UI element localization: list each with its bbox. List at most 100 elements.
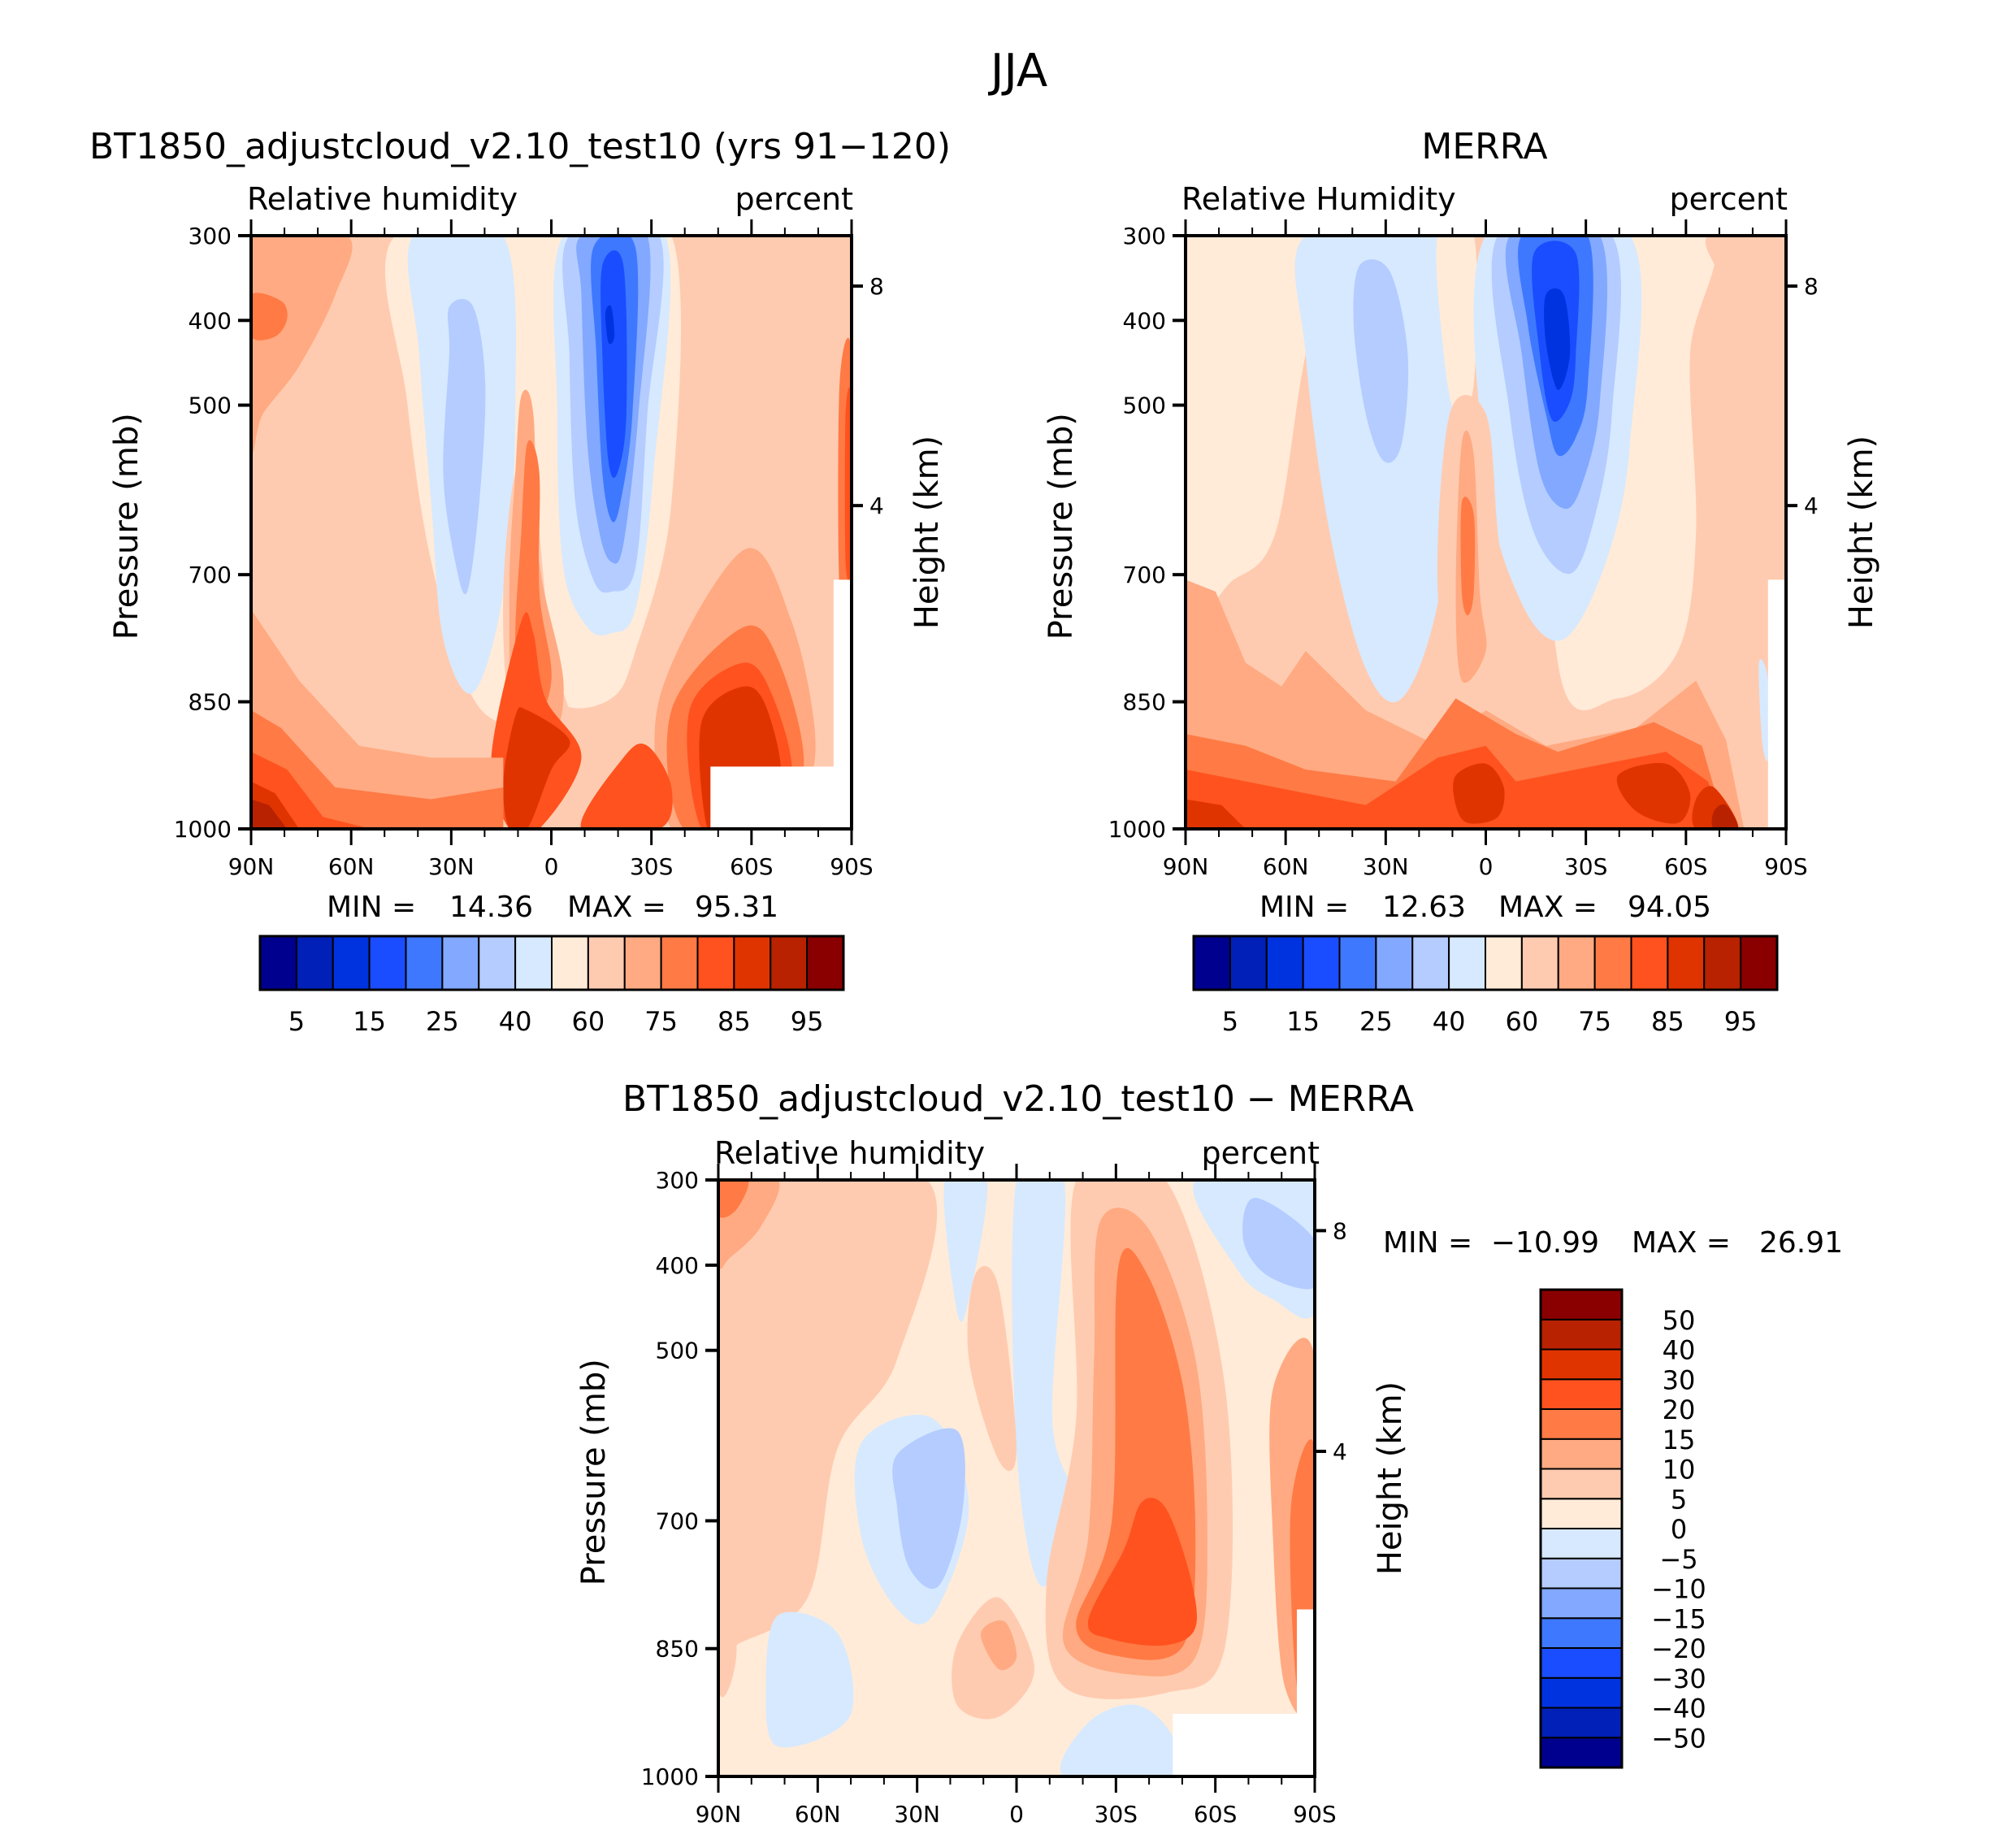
colorbar-frame xyxy=(1539,1288,1624,1769)
contour-region xyxy=(1544,288,1571,390)
colorbar-box xyxy=(1193,935,1231,991)
colorbar-box xyxy=(1540,1408,1623,1440)
contour-region xyxy=(605,305,615,345)
units-label: percent xyxy=(1669,181,1788,217)
contour-region xyxy=(892,1428,965,1590)
colorbar-box xyxy=(1540,1587,1623,1620)
colorbar-label: 60 xyxy=(1506,1006,1539,1037)
colorbar-label: 5 xyxy=(1671,1484,1687,1515)
colorbar-box xyxy=(1667,935,1706,991)
colorbar-label: 85 xyxy=(1651,1006,1684,1037)
panel-title: BT1850_adjustcloud_v2.10_test10 − MERRA xyxy=(622,1078,1414,1120)
colorbar-box xyxy=(1703,935,1742,991)
x-tick-label: 0 xyxy=(544,853,559,880)
height-tick-label: 4 xyxy=(1333,1438,1347,1465)
panel-model: BT1850_adjustcloud_v2.10_test10 (yrs 91−… xyxy=(89,126,951,1037)
min-label: MIN = xyxy=(1383,1226,1472,1260)
height-tick-label: 4 xyxy=(1804,492,1819,519)
height-tick-label: 4 xyxy=(869,492,884,519)
contour-region xyxy=(718,1484,737,1698)
colorbar-box xyxy=(1411,935,1450,991)
missing-data-region xyxy=(833,579,852,770)
colorbar-box xyxy=(1540,1468,1623,1500)
y-tick-label: 1000 xyxy=(641,1763,699,1790)
contour-region xyxy=(1711,804,1739,829)
contour-region xyxy=(943,1180,987,1322)
colorbar-label: 30 xyxy=(1663,1364,1696,1395)
contour-region xyxy=(251,799,288,829)
x-tick-label: 0 xyxy=(1009,1801,1024,1826)
contour-region xyxy=(718,1180,938,1691)
colorbar-box xyxy=(1540,1707,1623,1739)
max-value: 95.31 xyxy=(695,891,778,924)
x-tick-label: 90N xyxy=(228,853,275,880)
colorbar-box xyxy=(1520,935,1559,991)
variable-label: Relative humidity xyxy=(714,1135,985,1171)
x-tick-label: 90N xyxy=(1163,853,1209,880)
contour-region xyxy=(251,236,852,829)
min-label: MIN = xyxy=(1259,891,1349,924)
x-tick-label: 30N xyxy=(1363,853,1409,880)
x-tick-label: 60N xyxy=(1263,853,1309,880)
colorbar-label: 20 xyxy=(1663,1394,1696,1425)
colorbar-box xyxy=(660,935,699,991)
height-tick-label: 8 xyxy=(1333,1217,1347,1244)
x-tick-label: 60S xyxy=(1194,1801,1237,1826)
contour-region xyxy=(718,1180,749,1218)
colorbar-box xyxy=(1593,935,1632,991)
contour-region xyxy=(1012,1180,1077,1587)
y-tick-label: 400 xyxy=(189,307,232,334)
colorbar-label: −5 xyxy=(1659,1544,1697,1575)
colorbar-label: 25 xyxy=(1359,1006,1393,1037)
panel-title: BT1850_adjustcloud_v2.10_test10 (yrs 91−… xyxy=(89,126,951,167)
y-tick-label: 1000 xyxy=(1108,816,1166,843)
contour-region xyxy=(251,710,504,829)
y-tick-label: 300 xyxy=(1123,223,1166,249)
colorbar-box xyxy=(1740,935,1778,991)
contour-region xyxy=(1294,236,1462,703)
colorbar-label: 50 xyxy=(1663,1305,1696,1336)
colorbar-label: 40 xyxy=(1663,1335,1696,1366)
height-tick-label: 8 xyxy=(869,273,884,300)
contour-region xyxy=(580,744,673,829)
min-label: MIN = xyxy=(327,891,416,924)
colorbar-box xyxy=(1540,1737,1623,1768)
figure-title: JJA xyxy=(988,45,1047,98)
contour-region xyxy=(967,1265,1017,1472)
colorbar-box xyxy=(1540,1498,1623,1529)
colorbar-box xyxy=(1229,935,1268,991)
colorbar-box xyxy=(1302,935,1341,991)
max-value: 94.05 xyxy=(1628,891,1711,924)
contour-field xyxy=(251,236,852,829)
colorbar-label: 75 xyxy=(644,1006,678,1037)
colorbar-box xyxy=(332,935,371,991)
missing-data-region xyxy=(1173,1713,1315,1776)
colorbar-label: 40 xyxy=(1433,1006,1466,1037)
x-tick-label: 30N xyxy=(894,1801,940,1826)
contour-field xyxy=(1186,236,1786,829)
max-label: MAX = xyxy=(567,891,666,924)
max-label: MAX = xyxy=(1632,1226,1731,1260)
colorbar-label: −50 xyxy=(1651,1723,1706,1754)
colorbar-box xyxy=(1540,1289,1623,1321)
contour-region xyxy=(980,1620,1017,1671)
y-tick-label: 700 xyxy=(656,1507,699,1534)
colorbar-label: 5 xyxy=(288,1006,305,1037)
colorbar-label: 25 xyxy=(426,1006,459,1037)
colorbar-label: 95 xyxy=(1724,1006,1758,1037)
colorbar-label: 15 xyxy=(1286,1006,1320,1037)
colorbar-box xyxy=(1540,1676,1623,1709)
colorbar-box xyxy=(1485,935,1523,991)
panel-merra: MERRA Relative Humidity percent 30040050… xyxy=(1043,126,1880,1037)
colorbar-box xyxy=(1448,935,1486,991)
panel-difference: BT1850_adjustcloud_v2.10_test10 − MERRA … xyxy=(575,1078,1843,1826)
y-tick-label: 500 xyxy=(1123,393,1166,419)
colorbar-box xyxy=(1375,935,1414,991)
y-tick-label: 300 xyxy=(189,223,232,249)
contour-plot: 300 400 500 700 850 1000 Pressure (mb) 90N 60N 30… xyxy=(108,219,946,880)
variable-label: Relative humidity xyxy=(247,181,518,217)
contour-field xyxy=(718,1180,1315,1776)
variable-label: Relative Humidity xyxy=(1181,181,1456,217)
colorbar-label: −15 xyxy=(1651,1603,1706,1634)
